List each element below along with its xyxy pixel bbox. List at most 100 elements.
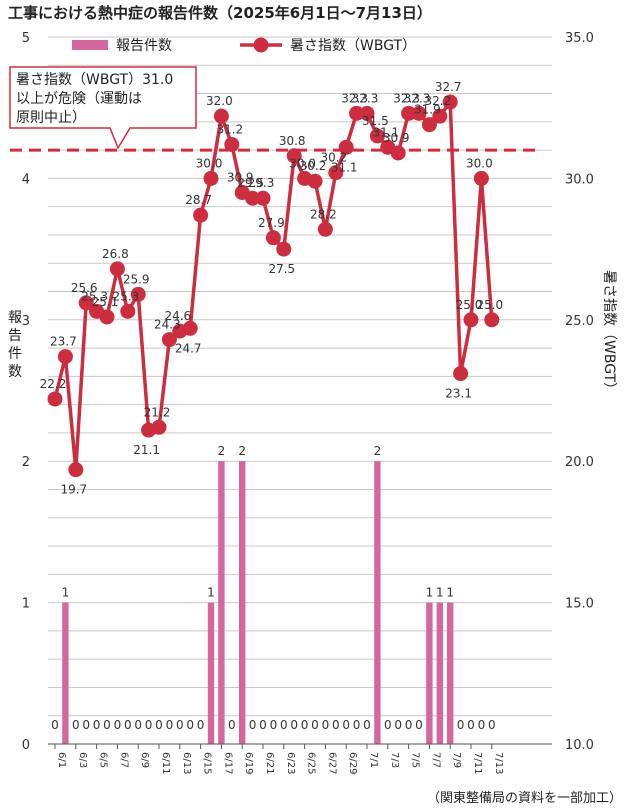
wbgt-value-label: 29.5	[237, 176, 264, 190]
wbgt-value-label: 31.1	[331, 160, 358, 174]
wbgt-point	[255, 190, 271, 206]
x-tick-label: 7/11	[472, 752, 483, 774]
axes: 0 1 2 3 4 5 10.0 15.0 20.0 25.0 30.0 35.0 6/1 6/3 6/5 6…	[8, 31, 617, 774]
x-tick-label: 6/3	[77, 752, 88, 768]
x-tick-label: 7/1	[368, 752, 379, 768]
wbgt-value-label: 23.7	[50, 335, 77, 349]
bar-value-label: 1	[436, 586, 444, 600]
legend-bar-label: 報告件数	[116, 38, 172, 54]
right-tick-label: 15.0	[565, 597, 594, 612]
count-bar	[239, 461, 246, 744]
wbgt-point	[47, 391, 63, 407]
bar-value-label: 0	[186, 718, 194, 732]
x-tick-label: 6/27	[326, 752, 337, 774]
bar-value-label: 0	[384, 718, 392, 732]
left-tick-label: 3	[22, 314, 30, 329]
wbgt-point	[193, 207, 209, 223]
x-tick-label: 6/11	[160, 752, 171, 774]
wbgt-value-label: 19.7	[60, 483, 87, 497]
wbgt-value-label: 31.9	[414, 103, 441, 117]
note-line: 暑さ指数（WBGT）31.0	[16, 72, 173, 88]
bar-value-label: 2	[374, 444, 382, 458]
wbgt-value-label: 30.9	[227, 171, 254, 185]
bar-value-label: 0	[155, 718, 163, 732]
bar-value-label: 0	[197, 718, 205, 732]
right-tick-label: 35.0	[565, 31, 594, 46]
wbgt-point	[473, 170, 489, 186]
bar-value-label: 0	[51, 718, 59, 732]
x-tick-label: 6/25	[306, 752, 317, 774]
bar-value-label: 1	[62, 586, 70, 600]
legend-bar-swatch	[72, 40, 108, 50]
wbgt-point	[203, 170, 219, 186]
wbgt-point	[442, 94, 458, 110]
wbgt-value-label: 21.2	[144, 405, 171, 419]
note-line: 以上が危険（運動は	[16, 91, 142, 107]
bar-value-label: 0	[467, 718, 475, 732]
bar-value-label: 0	[342, 718, 350, 732]
wbgt-value-label: 21.1	[133, 443, 160, 457]
x-tick-label: 6/19	[243, 752, 254, 774]
bar-value-label: 0	[145, 718, 153, 732]
x-tick-label: 6/23	[285, 752, 296, 774]
x-tick-label: 7/5	[410, 752, 421, 768]
left-tick-label: 0	[22, 738, 30, 753]
wbgt-point	[99, 309, 115, 325]
left-tick-label: 2	[22, 455, 30, 470]
bar-value-label: 0	[394, 718, 402, 732]
wbgt-value-label: 32.7	[435, 80, 462, 94]
wbgt-point	[432, 108, 448, 124]
wbgt-point	[224, 136, 240, 152]
bar-value-label: 0	[176, 718, 184, 732]
wbgt-value-label: 30.2	[320, 151, 347, 165]
wbgt-value-label: 23.1	[445, 387, 472, 401]
bar-value-label: 0	[82, 718, 90, 732]
wbgt-value-label: 32.2	[424, 94, 451, 108]
count-bar	[436, 602, 443, 744]
bar-value-label: 1	[207, 586, 215, 600]
bar-value-label: 2	[218, 444, 226, 458]
wbgt-point	[245, 190, 261, 206]
wbgt-value-label: 30.9	[383, 131, 410, 145]
wbgt-value-label: 32.3	[352, 91, 379, 105]
bar-value-label: 0	[363, 718, 371, 732]
wbgt-value-label: 25.3	[112, 289, 139, 303]
left-tick-label: 1	[22, 597, 30, 612]
x-tick-label: 7/3	[389, 752, 400, 768]
wbgt-point	[213, 108, 229, 124]
bar-value-label: 0	[415, 718, 423, 732]
wbgt-value-label: 25.6	[71, 281, 98, 295]
legend-line-marker	[253, 37, 269, 53]
wbgt-value-label: 28.7	[185, 193, 212, 207]
wbgt-value-label: 27.5	[268, 262, 295, 276]
bar-value-label: 0	[228, 718, 236, 732]
wbgt-point	[338, 139, 354, 155]
wbgt-value-label: 25.1	[92, 295, 119, 309]
wbgt-point	[120, 303, 136, 319]
bar-value-label: 0	[114, 718, 122, 732]
bar-value-label: 0	[457, 718, 465, 732]
bar-value-label: 0	[301, 718, 309, 732]
count-bar	[62, 602, 69, 744]
note-line: 原則中止）	[16, 110, 86, 126]
right-axis-title: 暑さ指数（WBGT）	[601, 270, 617, 396]
bar-value-label: 0	[280, 718, 288, 732]
wbgt-point	[463, 312, 479, 328]
left-tick-label: 4	[22, 172, 30, 187]
wbgt-value-label: 24.7	[175, 341, 202, 355]
wbgt-point	[453, 366, 469, 382]
wbgt-value-label: 30.0	[289, 156, 316, 170]
wbgt-value-label: 25.9	[123, 272, 150, 286]
right-tick-label: 20.0	[565, 455, 594, 470]
x-tick-label: 6/17	[222, 752, 233, 774]
bar-value-label: 0	[124, 718, 132, 732]
bar-value-label: 0	[93, 718, 101, 732]
bar-value-label: 0	[72, 718, 80, 732]
bar-value-label: 1	[426, 586, 434, 600]
x-tick-label: 6/5	[98, 752, 109, 768]
wbgt-value-label: 31.2	[216, 122, 243, 136]
bar-value-label: 0	[353, 718, 361, 732]
count-bar	[426, 602, 433, 744]
bar-value-label: 0	[249, 718, 257, 732]
